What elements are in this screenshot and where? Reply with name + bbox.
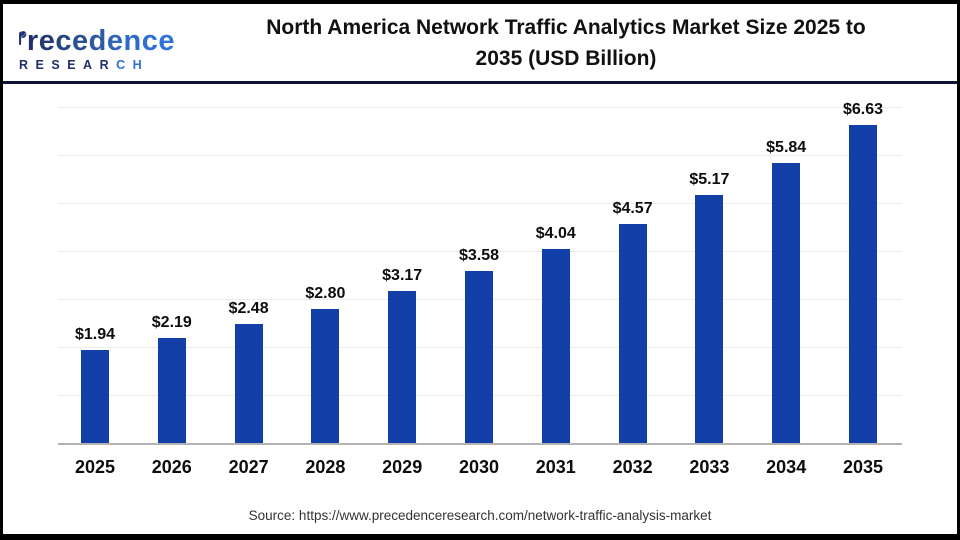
bar-2032 xyxy=(618,224,647,443)
logo-letter: e xyxy=(158,24,175,57)
x-tick-label: 2033 xyxy=(689,457,730,477)
logo-letter: c xyxy=(141,24,159,57)
bar-2035 xyxy=(849,125,877,443)
bar-2025 xyxy=(81,350,109,443)
bar-value-label: $5.17 xyxy=(689,171,730,188)
bar-2034 xyxy=(772,163,801,443)
page-title-line2: 2035 (USD Billion) xyxy=(475,46,657,70)
x-tick-label: 2028 xyxy=(305,457,346,477)
gridline xyxy=(58,203,902,204)
page-title-line1: North America Network Traffic Analytics … xyxy=(266,15,866,39)
bar-value-label: $5.84 xyxy=(766,139,807,156)
bar-value-label: $1.94 xyxy=(74,326,116,343)
bar-2028 xyxy=(311,309,340,443)
logo-letter: e xyxy=(106,24,124,57)
gridline xyxy=(58,107,902,108)
x-tick-label: 2029 xyxy=(382,457,423,477)
source-line: Source: https://www.precedenceresearch.c… xyxy=(248,508,712,523)
bar-2031 xyxy=(541,249,570,443)
x-tick-label: 2026 xyxy=(151,457,192,477)
bar-2029 xyxy=(388,291,417,443)
x-tick-label: 2030 xyxy=(458,457,500,477)
precedence-research-logo: recedence RESEARCH xyxy=(3,14,175,72)
x-tick-label: 2027 xyxy=(228,457,269,477)
bar-2030 xyxy=(465,271,493,443)
x-tick-label: 2025 xyxy=(74,457,116,477)
logo-brand: recedence xyxy=(17,18,175,56)
logo-letter: e xyxy=(38,24,56,57)
bar-2026 xyxy=(157,338,186,443)
bar-value-label: $2.19 xyxy=(151,314,192,331)
logo-brand-text: recedence xyxy=(27,26,175,56)
x-axis xyxy=(58,443,902,445)
logo-letter: r xyxy=(26,24,39,57)
title-wrap: North America Network Traffic Analytics … xyxy=(175,4,957,81)
header: recedence RESEARCH North America Network… xyxy=(3,4,957,81)
x-tick-label: 2031 xyxy=(535,457,576,477)
leaf-p-icon xyxy=(19,30,27,45)
header-divider xyxy=(3,81,957,84)
bar-value-label: $2.48 xyxy=(228,300,269,317)
bar-value-label: $4.57 xyxy=(612,200,653,217)
bar-value-label: $4.04 xyxy=(535,225,576,242)
logo-subtitle-light: CH xyxy=(116,57,150,72)
logo-letter: d xyxy=(88,24,107,57)
logo-letter: e xyxy=(72,24,89,57)
gridline xyxy=(58,155,902,156)
logo-subtitle: RESEARCH xyxy=(19,58,175,72)
logo-letter: n xyxy=(123,24,142,57)
bar-2027 xyxy=(234,324,263,443)
bar-2033 xyxy=(695,195,724,443)
x-tick-label: 2034 xyxy=(766,457,807,477)
chart-card-content: recedence RESEARCH North America Network… xyxy=(3,4,957,534)
bar-value-label: $2.80 xyxy=(305,285,346,302)
x-tick-label: 2035 xyxy=(842,457,884,477)
gridline xyxy=(58,251,902,252)
x-tick-label: 2032 xyxy=(612,457,653,477)
logo-subtitle-dark: RESEAR xyxy=(19,57,117,72)
page-title: North America Network Traffic Analytics … xyxy=(266,12,865,74)
bar-value-label: $6.63 xyxy=(842,101,884,118)
logo-letter: c xyxy=(55,24,72,57)
bar-chart: Source: https://www.precedenceresearch.c… xyxy=(3,84,957,534)
bar-value-label: $3.58 xyxy=(458,247,500,264)
bar-value-label: $3.17 xyxy=(382,267,423,284)
